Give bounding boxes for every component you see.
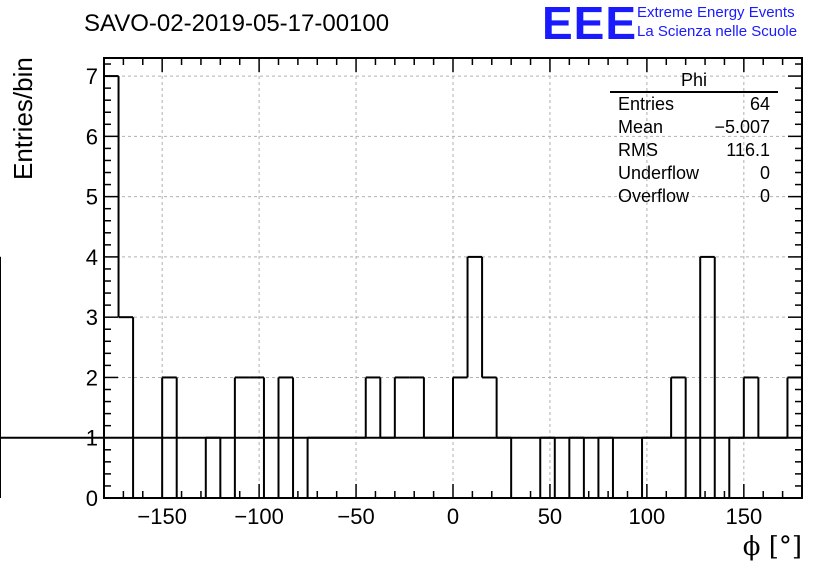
stats-value: 116.1 bbox=[726, 140, 770, 160]
stats-row-overflow: Overflow 0 bbox=[610, 185, 778, 208]
stats-row-underflow: Underflow 0 bbox=[610, 162, 778, 185]
stats-label: Entries bbox=[618, 94, 675, 114]
y-tick-label: 6 bbox=[86, 124, 98, 149]
stats-row-entries: Entries 64 bbox=[610, 93, 778, 116]
x-tick-label: −100 bbox=[234, 504, 284, 529]
eee-logo-text: Extreme Energy Events La Scienza nelle S… bbox=[637, 3, 797, 41]
x-tick-label: 100 bbox=[629, 504, 666, 529]
stats-value: 0 bbox=[759, 163, 770, 183]
logo-line-2: La Scienza nelle Scuole bbox=[637, 23, 798, 40]
eee-logo: EEE bbox=[542, 0, 638, 49]
stats-title: Phi bbox=[610, 70, 778, 93]
y-tick-label: 2 bbox=[86, 365, 98, 390]
stats-row-rms: RMS 116.1 bbox=[610, 139, 778, 162]
x-tick-label: −150 bbox=[137, 504, 187, 529]
stats-label: Underflow bbox=[618, 163, 700, 183]
x-tick-label: −50 bbox=[337, 504, 374, 529]
stats-label: Overflow bbox=[618, 186, 690, 206]
y-tick-label: 7 bbox=[86, 64, 98, 89]
y-tick-label: 1 bbox=[86, 426, 98, 451]
x-tick-label: 50 bbox=[538, 504, 562, 529]
stats-value: −5.007 bbox=[714, 117, 770, 137]
x-tick-label: 0 bbox=[447, 504, 459, 529]
y-tick-label: 5 bbox=[86, 185, 98, 210]
x-axis-label: ϕ [°] bbox=[742, 532, 802, 562]
y-tick-label: 4 bbox=[86, 245, 98, 270]
logo-line-1: Extreme Energy Events bbox=[637, 4, 795, 21]
stats-box: Phi Entries 64 Mean −5.007 RMS 116.1 Underflow… bbox=[610, 70, 778, 208]
chart-title: SAVO-02-2019-05-17-00100 bbox=[84, 10, 390, 37]
stats-label: RMS bbox=[618, 140, 658, 160]
y-tick-label: 3 bbox=[86, 305, 98, 330]
stats-value: 64 bbox=[749, 94, 770, 114]
stats-row-mean: Mean −5.007 bbox=[610, 116, 778, 139]
x-tick-label: 150 bbox=[725, 504, 762, 529]
y-tick-label: 0 bbox=[86, 486, 98, 511]
stats-label: Mean bbox=[618, 117, 664, 137]
stats-value: 0 bbox=[759, 186, 770, 206]
